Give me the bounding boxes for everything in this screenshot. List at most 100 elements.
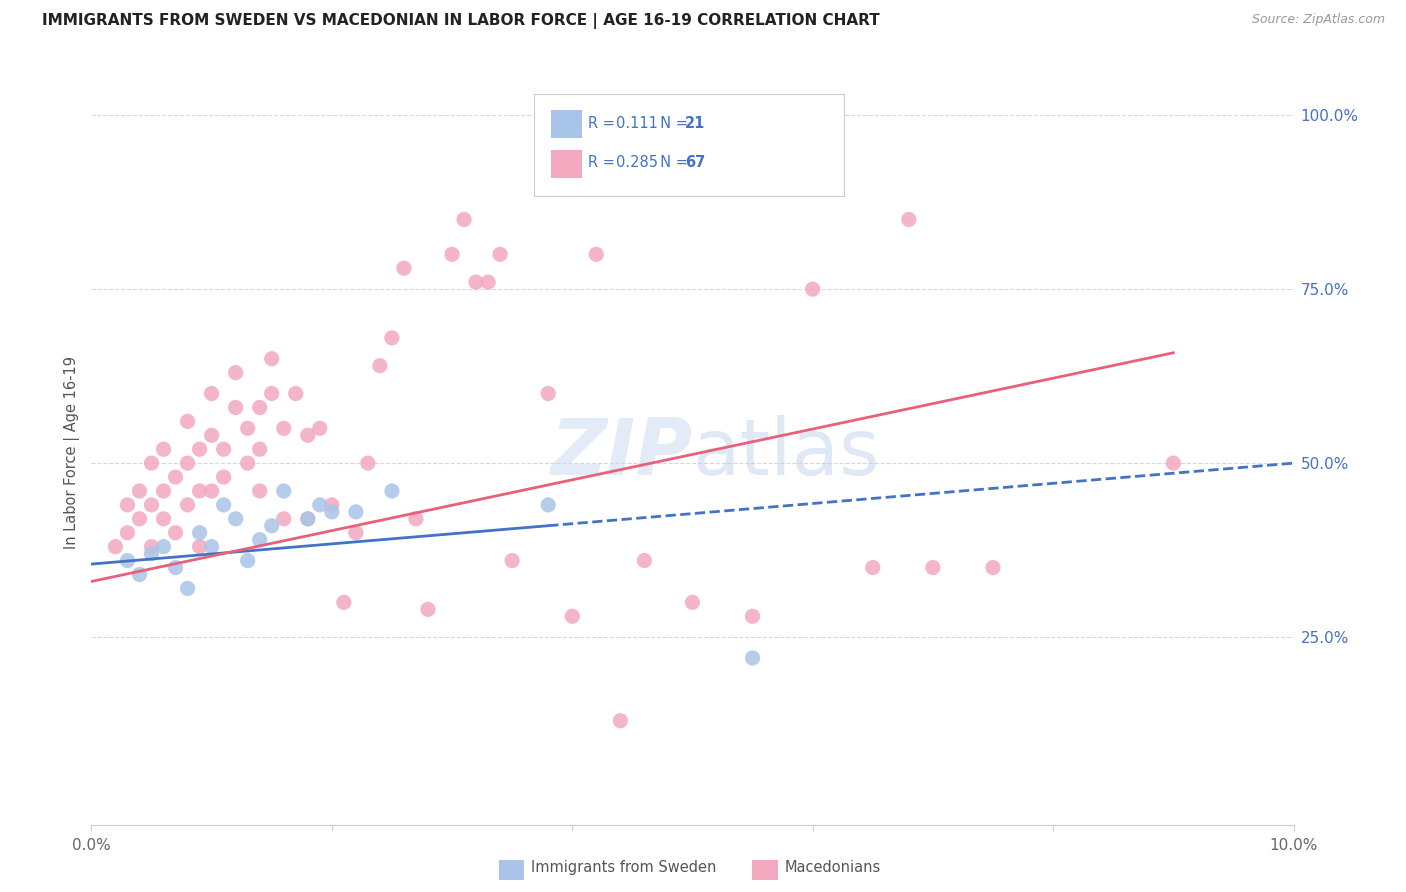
Point <box>981 560 1004 574</box>
Point <box>501 553 523 567</box>
Point <box>249 442 271 457</box>
Point <box>176 414 198 428</box>
Y-axis label: In Labor Force | Age 16-19: In Labor Force | Age 16-19 <box>65 356 80 549</box>
Point <box>176 582 198 596</box>
Point <box>585 247 607 261</box>
Point <box>225 401 247 415</box>
Text: 67: 67 <box>685 155 704 169</box>
Point <box>465 275 488 289</box>
Text: ZIP: ZIP <box>550 415 692 491</box>
Point <box>165 525 187 540</box>
Point <box>236 421 259 435</box>
Text: N =: N = <box>651 116 693 130</box>
Point <box>165 560 187 574</box>
Point <box>212 498 235 512</box>
Point <box>188 525 211 540</box>
Point <box>897 212 920 227</box>
Point <box>188 483 211 498</box>
Point <box>117 553 139 567</box>
Point <box>165 470 187 484</box>
Point <box>212 470 235 484</box>
Text: N =: N = <box>651 155 693 169</box>
Point <box>633 553 655 567</box>
Point <box>297 512 319 526</box>
Point <box>453 212 475 227</box>
Point <box>152 540 174 554</box>
Point <box>225 366 247 380</box>
Point <box>273 421 295 435</box>
Point <box>188 442 211 457</box>
Point <box>117 498 139 512</box>
Point <box>128 483 150 498</box>
Point <box>416 602 439 616</box>
Point <box>176 456 198 470</box>
Point <box>297 512 319 526</box>
Point <box>321 498 343 512</box>
Point <box>1161 456 1184 470</box>
Point <box>681 595 703 609</box>
Point <box>477 275 499 289</box>
Text: Source: ZipAtlas.com: Source: ZipAtlas.com <box>1251 13 1385 27</box>
Point <box>741 609 763 624</box>
Point <box>128 567 150 582</box>
Point <box>381 331 404 345</box>
Point <box>249 533 271 547</box>
Point <box>260 518 283 533</box>
Point <box>368 359 391 373</box>
Point <box>201 428 224 442</box>
Point <box>801 282 824 296</box>
Point <box>537 386 560 401</box>
Point <box>357 456 380 470</box>
Point <box>212 442 235 457</box>
Point <box>141 456 163 470</box>
Point <box>321 505 343 519</box>
Point <box>117 525 139 540</box>
Text: atlas: atlas <box>692 415 880 491</box>
Point <box>128 512 150 526</box>
Point <box>333 595 356 609</box>
Point <box>152 512 174 526</box>
Point <box>489 247 512 261</box>
Point <box>922 560 945 574</box>
Point <box>308 498 330 512</box>
Point <box>176 498 198 512</box>
Point <box>201 483 224 498</box>
Point <box>561 609 583 624</box>
Point <box>141 498 163 512</box>
Text: 0.285: 0.285 <box>616 155 658 169</box>
Point <box>236 553 259 567</box>
Text: R =: R = <box>588 155 619 169</box>
Point <box>260 386 283 401</box>
Point <box>741 651 763 665</box>
Point <box>284 386 307 401</box>
Point <box>537 498 560 512</box>
Point <box>609 714 631 728</box>
Point <box>188 540 211 554</box>
Point <box>236 456 259 470</box>
Point <box>225 512 247 526</box>
Point <box>152 483 174 498</box>
Point <box>104 540 127 554</box>
Point <box>297 428 319 442</box>
Point <box>440 247 463 261</box>
Text: R =: R = <box>588 116 624 130</box>
Point <box>273 483 295 498</box>
Point <box>405 512 427 526</box>
Point <box>201 386 224 401</box>
Text: 0.111: 0.111 <box>616 116 658 130</box>
Point <box>308 421 330 435</box>
Point <box>152 442 174 457</box>
Point <box>392 261 415 276</box>
Text: Immigrants from Sweden: Immigrants from Sweden <box>531 861 717 875</box>
Point <box>249 483 271 498</box>
Text: IMMIGRANTS FROM SWEDEN VS MACEDONIAN IN LABOR FORCE | AGE 16-19 CORRELATION CHAR: IMMIGRANTS FROM SWEDEN VS MACEDONIAN IN … <box>42 13 880 29</box>
Point <box>141 547 163 561</box>
Point <box>141 540 163 554</box>
Point <box>273 512 295 526</box>
Text: Macedonians: Macedonians <box>785 861 880 875</box>
Point <box>344 505 367 519</box>
Point <box>381 483 404 498</box>
Point <box>260 351 283 366</box>
Point <box>249 401 271 415</box>
Point <box>201 540 224 554</box>
